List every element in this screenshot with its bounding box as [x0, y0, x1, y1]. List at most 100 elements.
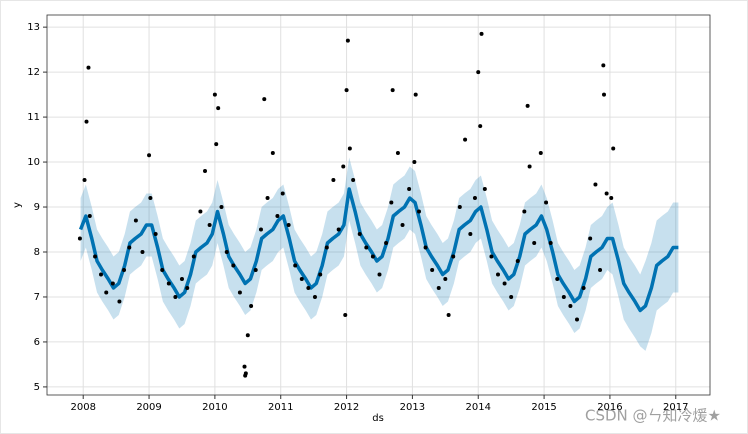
observation — [538, 151, 543, 156]
observation — [395, 151, 400, 156]
observation — [280, 191, 285, 196]
forecast-line — [78, 187, 679, 313]
observation — [609, 196, 614, 201]
observation — [561, 294, 566, 299]
observation — [384, 241, 389, 245]
observation — [430, 267, 435, 272]
observation — [611, 146, 616, 151]
observation — [555, 276, 560, 281]
plot-area — [47, 15, 710, 395]
observation — [544, 200, 549, 205]
observation — [400, 223, 405, 228]
observation — [416, 209, 421, 214]
observation — [344, 88, 349, 93]
observation — [345, 38, 350, 43]
observation — [370, 254, 375, 259]
observation — [527, 164, 532, 169]
observation — [110, 281, 115, 286]
observation — [231, 263, 236, 268]
observation — [331, 178, 336, 183]
y-tick-label: 6 — [34, 337, 40, 348]
observation — [179, 276, 184, 281]
observation — [341, 164, 346, 169]
observation — [185, 285, 190, 290]
observation — [522, 209, 527, 214]
observation — [286, 223, 291, 228]
observation — [377, 272, 382, 277]
observation — [502, 281, 507, 286]
observation — [306, 285, 311, 290]
observation — [476, 70, 481, 75]
observation — [262, 97, 267, 102]
observation — [495, 272, 500, 277]
observation — [86, 65, 91, 70]
observation — [423, 245, 428, 250]
observation — [153, 232, 158, 237]
observation — [243, 373, 248, 378]
observation — [216, 106, 221, 111]
observation — [457, 205, 462, 210]
observation — [98, 272, 103, 277]
observation — [270, 151, 275, 156]
observation — [160, 267, 165, 272]
observation — [601, 63, 606, 68]
y-tick-label: 9 — [34, 202, 40, 213]
observation — [336, 227, 341, 232]
observation — [482, 187, 487, 192]
uncertainty-band — [80, 157, 679, 351]
x-tick-label: 2008 — [70, 402, 95, 413]
observation — [575, 317, 580, 322]
observation — [104, 290, 109, 295]
x-axis-label: ds — [372, 413, 384, 424]
observation — [515, 258, 520, 263]
observation — [133, 218, 138, 223]
observation — [224, 249, 229, 254]
observation — [509, 294, 514, 299]
observation — [468, 232, 473, 237]
observation — [275, 214, 280, 219]
observation — [214, 142, 219, 147]
y-tick-label: 11 — [27, 112, 40, 123]
y-tick-label: 13 — [27, 22, 40, 33]
observation — [265, 196, 270, 201]
observation — [463, 137, 468, 142]
observation — [436, 285, 441, 290]
x-tick-label: 2017 — [663, 402, 688, 413]
observation — [478, 124, 483, 129]
observation — [451, 254, 456, 259]
observation — [203, 169, 208, 174]
observation — [245, 333, 250, 338]
observation — [347, 146, 352, 151]
observation — [548, 241, 553, 245]
x-tick-label: 2011 — [268, 402, 293, 413]
observation — [93, 254, 98, 259]
observation — [489, 254, 494, 259]
observation — [593, 182, 598, 187]
observation — [601, 92, 606, 97]
observation — [581, 285, 586, 290]
observation — [219, 205, 224, 210]
observation — [117, 299, 122, 304]
observation — [293, 263, 298, 268]
observation — [413, 92, 418, 97]
y-tick-label: 8 — [34, 247, 40, 258]
observation — [191, 254, 196, 259]
y-axis-label: y — [12, 202, 23, 208]
observation — [324, 245, 329, 250]
observation — [318, 272, 323, 277]
observation — [147, 153, 152, 158]
observation — [237, 290, 242, 295]
observation — [148, 196, 153, 201]
x-tick-label: 2012 — [334, 402, 359, 413]
y-tick-label: 12 — [27, 67, 40, 78]
x-tick-label: 2015 — [531, 402, 556, 413]
observation — [364, 245, 369, 250]
y-tick-label: 10 — [27, 157, 40, 168]
observation — [312, 294, 317, 299]
observation — [604, 191, 609, 196]
observation — [87, 214, 92, 219]
observation — [299, 276, 304, 281]
